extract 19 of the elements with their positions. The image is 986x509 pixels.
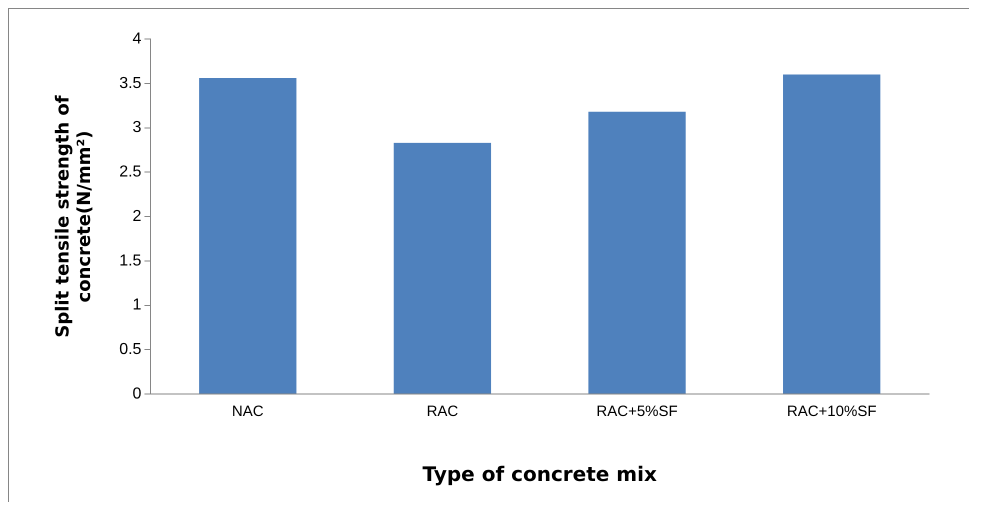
x-tick-label: RAC	[426, 403, 458, 420]
bar	[588, 112, 686, 394]
x-tick-label: RAC+5%SF	[596, 403, 678, 420]
y-tick-label: 2	[132, 208, 142, 225]
y-tick-label: 3.5	[119, 74, 142, 92]
y-tick-label: 3	[132, 119, 142, 136]
x-tick-label: RAC+10%SF	[786, 403, 876, 420]
bar	[783, 74, 880, 394]
y-tick-label: 4	[132, 30, 142, 48]
y-tick-label: 2.5	[119, 164, 142, 181]
bar	[394, 142, 492, 394]
y-axis-title: Split tensile strength of concrete(N/mm²)	[52, 95, 96, 338]
y-tick-label: 0	[132, 385, 142, 402]
y-tick-label: 1.5	[119, 252, 142, 270]
y-tick-label: 1	[132, 296, 142, 314]
x-axis-title: Type of concrete mix	[422, 462, 657, 486]
x-tick-label: NAC	[232, 403, 264, 420]
y-tick-label: 0.5	[119, 341, 142, 358]
bar	[199, 78, 296, 394]
